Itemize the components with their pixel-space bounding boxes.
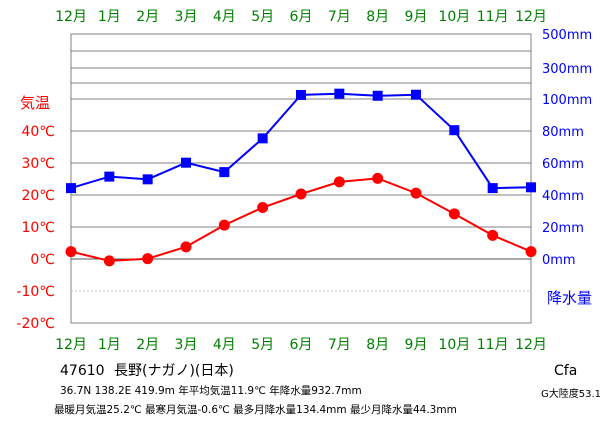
precip-point — [372, 90, 383, 101]
month-label-top: 5月 — [251, 9, 274, 25]
station-summary-line2: 最暖月気温25.2℃ 最寒月気温-0.6℃ 最多月降水量134.4mm 最少月降… — [54, 403, 457, 416]
precipitation-series — [66, 88, 536, 194]
precip-point — [181, 157, 191, 168]
month-label-bottom: 9月 — [405, 337, 428, 353]
precipitation-axis: 500mm 300mm 100mm 80mm 60mm 40mm 20mm 0mm 降水量 — [542, 28, 592, 307]
month-label-bottom: 3月 — [175, 337, 198, 353]
plot-frame — [70, 33, 532, 324]
precip-point — [487, 183, 498, 194]
temp-point — [103, 255, 115, 267]
month-label-bottom: 12月 — [55, 337, 87, 353]
temp-point — [142, 253, 154, 265]
month-label-top: 12月 — [515, 9, 547, 25]
precip-tick-label: 40mm — [542, 189, 584, 204]
temp-point — [410, 187, 422, 199]
temp-point — [333, 176, 345, 188]
month-label-top: 6月 — [290, 9, 313, 25]
precip-point — [66, 183, 76, 194]
precip-tick-label: 100mm — [542, 93, 592, 108]
continentality-index: G大陸度53.1 — [541, 387, 601, 400]
month-label-bottom: 1月 — [98, 337, 121, 353]
precip-axis-title: 降水量 — [547, 289, 592, 307]
temperature-axis: 気温 40℃ 30℃ 20℃ 10℃ 0℃ -10℃ -20℃ — [16, 94, 55, 332]
precip-tick-label: 500mm — [542, 28, 592, 43]
precip-tick-label: 80mm — [542, 125, 584, 140]
month-label-bottom: 12月 — [515, 337, 547, 353]
precip-point — [526, 182, 536, 193]
month-label-bottom: 5月 — [251, 337, 274, 353]
temp-point — [65, 246, 77, 258]
temp-point — [218, 219, 230, 231]
top-month-labels: 12月 1月 2月 3月 4月 5月 6月 7月 8月 9月 10月 11月 12月 — [55, 9, 547, 25]
temp-tick-label: -20℃ — [16, 316, 55, 332]
precip-point — [257, 133, 268, 144]
month-label-top: 12月 — [55, 9, 87, 25]
precip-point — [142, 174, 153, 185]
station-id: 47610 — [60, 363, 105, 379]
month-label-bottom: 6月 — [290, 337, 313, 353]
bottom-month-labels: 12月 1月 2月 3月 4月 5月 6月 7月 8月 9月 10月 11月 12月 — [55, 337, 547, 353]
temp-tick-label: 40℃ — [21, 124, 55, 140]
station-summary-line1: 36.7N 138.2E 419.9m 年平均気温11.9℃ 年降水量932.7… — [60, 384, 362, 397]
temp-point — [257, 201, 269, 213]
precip-tick-label: 20mm — [542, 221, 584, 236]
month-label-bottom: 2月 — [136, 337, 159, 353]
month-label-top: 11月 — [477, 9, 509, 25]
temp-axis-title: 気温 — [20, 94, 50, 112]
month-label-bottom: 4月 — [213, 337, 236, 353]
precip-tick-label: 0mm — [542, 253, 576, 268]
precip-point — [449, 125, 460, 136]
precip-point — [411, 89, 421, 100]
temp-tick-label: 20℃ — [21, 188, 55, 204]
month-label-top: 9月 — [405, 9, 428, 25]
temp-point — [525, 246, 537, 258]
precip-point — [296, 89, 306, 100]
precip-tick-label: 60mm — [542, 157, 584, 172]
month-label-top: 10月 — [438, 9, 470, 25]
month-label-top: 2月 — [136, 9, 159, 25]
precip-tick-label: 300mm — [542, 62, 592, 77]
station-name: 長野(ナガノ)(日本) — [114, 363, 234, 379]
temp-point — [295, 188, 307, 200]
temp-point — [448, 208, 460, 220]
month-label-bottom: 11月 — [477, 337, 509, 353]
temp-tick-label: -10℃ — [16, 284, 55, 300]
month-label-top: 3月 — [175, 9, 198, 25]
temp-tick-label: 30℃ — [21, 156, 55, 172]
temp-point — [180, 241, 192, 253]
month-label-top: 1月 — [98, 9, 121, 25]
temp-point — [487, 229, 499, 241]
temp-point — [372, 172, 384, 184]
month-label-bottom: 7月 — [328, 337, 351, 353]
precip-point — [219, 167, 230, 178]
month-label-top: 7月 — [328, 9, 351, 25]
climate-class: Cfa — [554, 363, 577, 379]
temperature-series — [65, 172, 537, 267]
precip-point — [104, 171, 115, 182]
precip-point — [334, 88, 345, 99]
temp-tick-label: 10℃ — [21, 220, 55, 236]
station-info: 47610 長野(ナガノ)(日本) 36.7N 138.2E 419.9m 年平均気… — [54, 363, 601, 416]
month-label-top: 4月 — [213, 9, 236, 25]
precip-line — [70, 92, 532, 190]
month-label-bottom: 10月 — [438, 337, 470, 353]
month-label-top: 8月 — [366, 9, 389, 25]
month-label-bottom: 8月 — [366, 337, 389, 353]
temp-tick-label: 0℃ — [30, 252, 55, 268]
